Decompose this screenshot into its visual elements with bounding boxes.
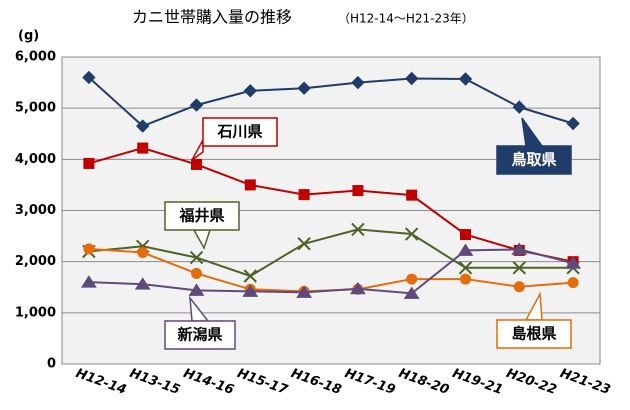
x-tick-label: H16-18 <box>289 366 343 398</box>
marker <box>189 250 204 265</box>
marker <box>244 179 256 191</box>
marker <box>458 72 473 86</box>
marker <box>297 237 311 251</box>
y-tick-label: 4,000 <box>15 152 56 167</box>
marker <box>189 98 204 112</box>
series-line <box>88 248 574 295</box>
marker <box>188 283 205 296</box>
marker <box>351 75 365 90</box>
x-tick-label: H18-20 <box>396 366 450 398</box>
callout-box <box>164 320 236 350</box>
y-tick-label: 2,000 <box>15 254 56 269</box>
marker <box>511 242 528 255</box>
marker <box>135 119 150 133</box>
marker <box>460 229 471 241</box>
series-line <box>88 76 574 128</box>
chart-subtitle: （H12-14～H21-23年） <box>338 12 474 26</box>
y-tick-label: 3,000 <box>15 203 56 218</box>
callout-box <box>202 117 278 147</box>
marker <box>566 116 580 131</box>
marker <box>191 267 202 279</box>
legend-label: 島根県 <box>511 325 556 343</box>
marker <box>457 243 474 256</box>
marker <box>298 189 310 201</box>
y-tick-label: 5,000 <box>15 101 56 116</box>
marker <box>80 275 97 288</box>
marker <box>404 227 419 241</box>
y-tick-label: 0 <box>47 357 56 372</box>
x-tick-label: H21-23 <box>558 366 612 398</box>
marker <box>460 273 471 285</box>
marker <box>137 142 149 154</box>
marker <box>243 269 258 283</box>
marker <box>297 81 311 95</box>
series-line <box>88 228 574 278</box>
marker <box>406 273 418 285</box>
x-tick-label: H17-19 <box>343 366 397 398</box>
marker <box>82 70 96 85</box>
marker <box>458 261 473 275</box>
marker <box>404 71 419 86</box>
series-line <box>88 147 574 263</box>
marker <box>349 281 366 295</box>
marker <box>243 84 258 98</box>
marker <box>406 189 418 201</box>
callout-box <box>164 201 240 231</box>
marker <box>567 277 579 289</box>
legend-label: 福井県 <box>178 207 224 225</box>
marker <box>565 256 582 269</box>
marker <box>403 286 420 299</box>
marker <box>512 100 527 114</box>
legend-label: 新潟県 <box>177 326 222 344</box>
marker <box>352 185 364 197</box>
marker <box>512 261 527 275</box>
marker <box>242 284 259 297</box>
x-tick-label: H19-21 <box>450 366 504 398</box>
callout-box <box>496 319 572 349</box>
y-unit-label: (g) <box>18 29 39 44</box>
callout-box <box>496 145 572 175</box>
legend-label: 鳥取県 <box>511 151 556 169</box>
marker <box>191 158 202 170</box>
x-tick-label: H15-17 <box>235 366 290 398</box>
x-tick-label: H20-22 <box>504 366 558 398</box>
y-tick-label: 1,000 <box>15 305 56 320</box>
marker <box>134 277 151 290</box>
marker <box>351 222 365 237</box>
chart-title: カニ世帯購入量の推移 <box>132 8 292 27</box>
marker <box>137 246 149 258</box>
x-tick-label: H13-15 <box>127 366 181 398</box>
marker <box>83 157 95 169</box>
y-tick-label: 6,000 <box>15 50 56 65</box>
marker <box>83 243 95 255</box>
marker <box>296 285 313 298</box>
legend-label: 石川県 <box>216 123 262 141</box>
x-tick-label: H14-16 <box>181 366 235 398</box>
x-tick-label: H12-14 <box>74 366 128 398</box>
marker <box>513 281 525 293</box>
